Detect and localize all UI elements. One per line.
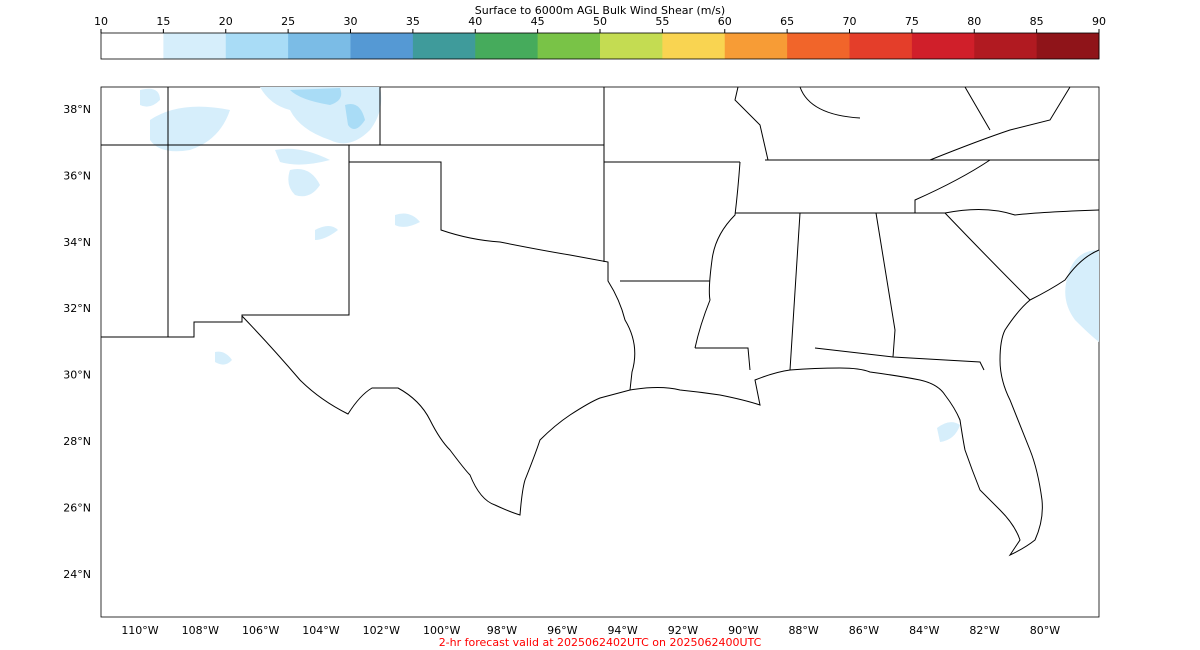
colorbar-cell	[787, 33, 850, 59]
longitude-label: 82°W	[969, 624, 999, 637]
colorbar-tick-label: 15	[156, 15, 170, 28]
colorbar-tick-label: 35	[406, 15, 420, 28]
colorbar-tick-label: 25	[281, 15, 295, 28]
latitude-label: 28°N	[63, 435, 91, 448]
longitude-label: 84°W	[909, 624, 939, 637]
shear-shading	[140, 87, 1099, 442]
colorbar-tick-label: 40	[468, 15, 482, 28]
latitude-label: 24°N	[63, 568, 91, 581]
latitude-label: 30°N	[63, 369, 91, 382]
latitude-label: 36°N	[63, 169, 91, 182]
longitude-label: 86°W	[849, 624, 879, 637]
longitude-label: 94°W	[607, 624, 637, 637]
map-frame	[100, 86, 1100, 618]
colorbar-cell	[662, 33, 726, 59]
colorbar-tick-label: 65	[780, 15, 794, 28]
colorbar-cell	[911, 33, 975, 59]
map: 38°N 36°N 34°N 32°N 30°N 28°N 26°N 24°N 110°W 10…	[63, 86, 1100, 637]
colorbar-tick-label: 50	[593, 15, 607, 28]
colorbar-cell	[350, 33, 414, 59]
longitude-label: 90°W	[728, 624, 758, 637]
longitude-label: 104°W	[302, 624, 339, 637]
colorbar-cell	[974, 33, 1038, 59]
colorbar-cell	[600, 33, 663, 59]
longitude-label: 108°W	[182, 624, 219, 637]
colorbar-cell	[1036, 33, 1100, 59]
colorbar-cell	[163, 33, 227, 59]
colorbar-tick-label: 45	[531, 15, 545, 28]
colorbar-cell	[412, 33, 476, 59]
colorbar-tick-label: 10	[94, 15, 108, 28]
boundaries	[101, 86, 1100, 557]
colorbar-cell	[475, 33, 539, 59]
longitude-label: 80°W	[1030, 624, 1060, 637]
latitude-label: 26°N	[63, 501, 91, 514]
colorbar: 10 15 20 25 30 35 40 45 50 55 60 65 70 75 80 85 90	[94, 15, 1106, 60]
latitude-label: 34°N	[63, 236, 91, 249]
longitude-label: 96°W	[547, 624, 577, 637]
longitude-label: 102°W	[363, 624, 400, 637]
longitude-label: 110°W	[121, 624, 158, 637]
longitude-label: 92°W	[668, 624, 698, 637]
colorbar-tick-label: 55	[655, 15, 669, 28]
colorbar-cell	[101, 33, 164, 59]
colorbar-tick-label: 90	[1092, 15, 1106, 28]
colorbar-cell	[724, 33, 788, 59]
colorbar-title: Surface to 6000m AGL Bulk Wind Shear (m/…	[475, 4, 725, 17]
colorbar-cell	[849, 33, 913, 59]
colorbar-cell	[225, 33, 289, 59]
longitude-labels: 110°W 108°W 106°W 104°W 102°W 100°W 98°W 96°W 94…	[121, 624, 1060, 637]
latitude-label: 32°N	[63, 302, 91, 315]
colorbar-cell	[537, 33, 601, 59]
longitude-label: 106°W	[242, 624, 279, 637]
latitude-labels: 38°N 36°N 34°N 32°N 30°N 28°N 26°N 24°N	[63, 103, 91, 581]
forecast-footer: 2-hr forecast valid at 2025062402UTC on …	[439, 636, 762, 649]
colorbar-tick-label: 30	[344, 15, 358, 28]
colorbar-cell	[288, 33, 351, 59]
longitude-label: 98°W	[487, 624, 517, 637]
colorbar-tick-label: 70	[843, 15, 857, 28]
longitude-label: 100°W	[423, 624, 460, 637]
colorbar-tick-label: 60	[718, 15, 732, 28]
latitude-label: 38°N	[63, 103, 91, 116]
colorbar-tick-label: 85	[1030, 15, 1044, 28]
colorbar-tick-label: 80	[967, 15, 981, 28]
colorbar-tick-label: 20	[219, 15, 233, 28]
colorbar-tick-label: 75	[905, 15, 919, 28]
longitude-label: 88°W	[788, 624, 818, 637]
